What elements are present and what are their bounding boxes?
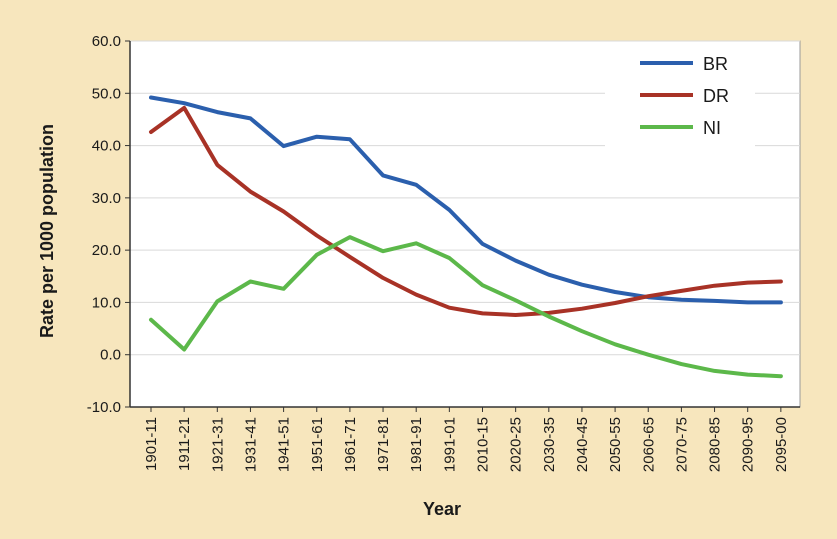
x-tick-label: 1961-71 — [342, 417, 359, 472]
x-tick-label: 2080-85 — [707, 417, 724, 472]
series-lines — [149, 95, 783, 379]
x-tick-label: 1951-61 — [309, 417, 326, 472]
legend-label-ni: NI — [703, 118, 721, 138]
x-tick-label: 2060-65 — [640, 417, 657, 472]
x-tick-label: 2050-55 — [607, 417, 624, 472]
x-tick-label: 2010-15 — [475, 417, 492, 472]
series-line-ni — [149, 235, 783, 379]
series-line-br — [149, 95, 783, 305]
y-ticks: -10.0 0.0 10.0 20.0 30.0 40.0 50.0 60.0 — [87, 33, 130, 416]
y-tick-label: 60.0 — [92, 33, 121, 50]
x-axis-title: Year — [423, 499, 461, 519]
x-tick-label: 2030-35 — [541, 417, 558, 472]
x-tick-label: 2090-95 — [740, 417, 757, 472]
x-tick-label: 2020-25 — [508, 417, 525, 472]
x-tick-label: 1911-21 — [176, 417, 193, 471]
x-tick-label: 1931-41 — [242, 417, 259, 472]
x-tick-label: 2040-45 — [574, 417, 591, 472]
x-tick-label: 1921-31 — [209, 417, 226, 472]
x-tick-label: 1941-51 — [276, 417, 293, 472]
y-tick-label: 50.0 — [92, 85, 121, 102]
y-tick-label: 20.0 — [92, 242, 121, 259]
y-tick-label: 40.0 — [92, 138, 121, 155]
x-tick-label: 2070-75 — [673, 417, 690, 472]
series-line-dr — [149, 105, 783, 317]
y-tick-label: 10.0 — [92, 294, 121, 311]
x-ticks: 1901-11 1911-21 1921-31 1931-41 1941-51 1951-… — [143, 407, 790, 472]
x-tick-label: 1971-81 — [375, 417, 392, 472]
x-tick-label: 1981-91 — [408, 417, 425, 472]
legend-label-dr: DR — [703, 86, 729, 106]
x-tick-label: 1991-01 — [441, 417, 458, 472]
x-tick-label: 1901-11 — [143, 417, 160, 471]
legend-label-br: BR — [703, 54, 728, 74]
y-tick-label: 30.0 — [92, 190, 121, 207]
x-tick-label: 2095-00 — [773, 417, 790, 472]
y-tick-label: 0.0 — [100, 347, 121, 364]
y-tick-label: -10.0 — [87, 399, 121, 416]
legend: BR DR NI — [605, 46, 755, 150]
y-axis-title: Rate per 1000 population — [37, 124, 57, 338]
